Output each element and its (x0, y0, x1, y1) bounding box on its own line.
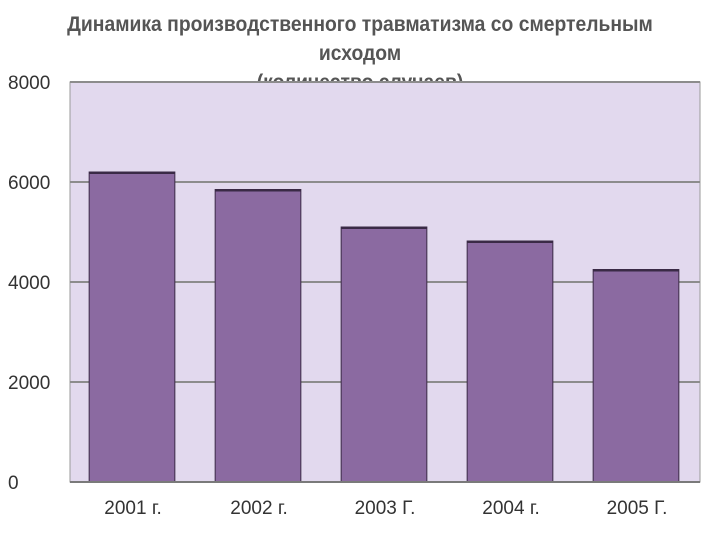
bar (340, 226, 428, 483)
x-axis-ticks: 2001 г. 2002 г. 2003 Г. 2004 г. 2005 Г. (104, 498, 667, 519)
y-tick-label: 8000 (8, 73, 50, 94)
y-tick-label: 0 (8, 473, 19, 494)
bar (214, 189, 302, 483)
y-tick-label: 6000 (8, 173, 50, 194)
x-tick-label: 2002 г. (230, 498, 287, 519)
x-tick-label: 2005 Г. (607, 498, 668, 519)
bar (88, 171, 176, 483)
x-tick-label: 2003 Г. (355, 498, 416, 519)
x-tick-label: 2001 г. (104, 498, 161, 519)
y-axis-ticks: 0 2000 4000 6000 8000 (8, 73, 50, 494)
y-tick-label: 4000 (8, 273, 50, 294)
bar (466, 240, 554, 483)
y-tick-label: 2000 (8, 373, 50, 394)
chart-title: Динамика производственного травматизма с… (67, 13, 653, 65)
x-tick-label: 2004 г. (482, 498, 539, 519)
bar (592, 269, 680, 483)
